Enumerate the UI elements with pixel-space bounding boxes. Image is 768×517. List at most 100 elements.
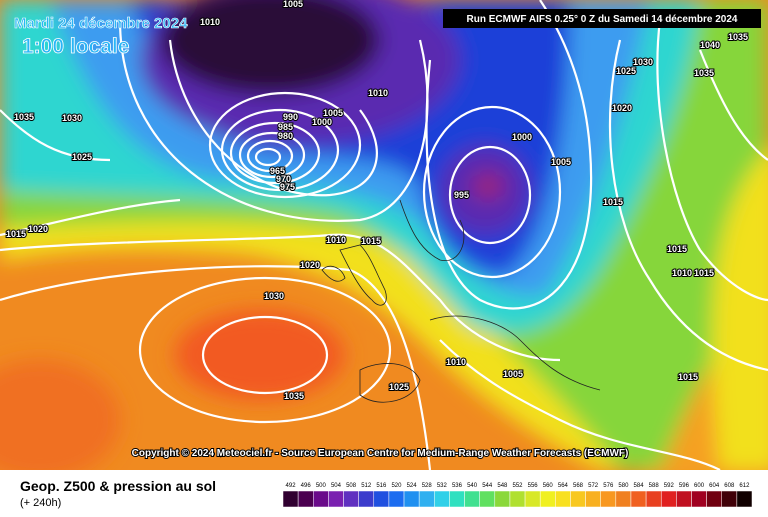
scale-label: 560 (543, 483, 554, 489)
scale-swatch (721, 490, 738, 508)
scale-label: 584 (634, 483, 645, 489)
scale-swatch (343, 490, 359, 508)
scale-swatch (464, 490, 480, 508)
isobar-label: 1035 (694, 68, 714, 78)
scale-swatch (676, 490, 692, 508)
scale-label: 532 (437, 483, 448, 489)
scale-label: 540 (467, 483, 478, 489)
isobar-label: 1005 (283, 0, 303, 9)
isobar-label: 1015 (694, 268, 714, 278)
scale-swatch (585, 490, 601, 508)
isobar-label: 1000 (312, 117, 332, 127)
scale-swatch (736, 490, 753, 508)
isobar-label: 1000 (512, 132, 532, 142)
scale-swatch (434, 490, 450, 508)
scale-label: 496 (301, 483, 312, 489)
run-box (443, 9, 761, 28)
isobar-label: 980 (278, 131, 293, 141)
scale-label: 552 (512, 483, 523, 489)
run-info: Run ECMWF AIFS 0.25° 0 Z du Samedi 14 dé… (467, 14, 738, 25)
scale-swatch (600, 490, 617, 508)
isobar-label: 1005 (323, 108, 343, 118)
isobar-label: 965 (270, 166, 285, 176)
scale-swatch (555, 490, 571, 508)
isobar-label: 1015 (603, 197, 623, 207)
isobar-label: 1025 (389, 382, 409, 392)
scale-swatch (645, 490, 662, 508)
scale-swatch (403, 490, 420, 508)
scale-label: 524 (407, 483, 418, 489)
scale-label: 580 (618, 483, 629, 489)
isobar-label: 975 (280, 182, 295, 192)
scale-label: 564 (558, 483, 569, 489)
scale-label: 548 (497, 483, 508, 489)
isobar-label: 1035 (14, 112, 34, 122)
scale-swatch (660, 490, 677, 508)
isobar-label: 970 (276, 174, 291, 184)
scale-label: 528 (422, 483, 433, 489)
scale-swatch (494, 490, 511, 508)
field (0, 0, 768, 470)
scale-label: 588 (649, 483, 660, 489)
map-date: Mardi 24 décembre 2024 (14, 15, 188, 32)
isobar-label: 990 (283, 112, 298, 122)
scale-label: 492 (286, 483, 297, 489)
scale-swatch (449, 490, 465, 508)
scale-label: 568 (573, 483, 584, 489)
scale-swatch (358, 490, 375, 508)
legend-lead: (+ 240h) (20, 497, 61, 509)
scale-swatch (373, 490, 390, 508)
isobar-label: 1010 (672, 268, 692, 278)
scale-label: 608 (724, 483, 735, 489)
scale-swatch (479, 490, 496, 508)
isobar-label: 1020 (612, 103, 632, 113)
scale-swatch (630, 490, 647, 508)
scale-label: 544 (482, 483, 493, 489)
scale-swatch (691, 490, 707, 508)
scale-swatch (706, 490, 722, 508)
scale-swatch (509, 490, 526, 508)
isobar-label: 1025 (616, 66, 636, 76)
scale-label: 576 (603, 483, 614, 489)
scale-label: 596 (679, 483, 690, 489)
coastlines (321, 199, 601, 403)
scale-swatch (328, 490, 344, 508)
scale-swatch (282, 490, 299, 508)
isobar-label: 1010 (446, 357, 466, 367)
isobar-label: 1020 (300, 260, 320, 270)
isobar-label: 1040 (700, 40, 720, 50)
isobar-label: 1015 (361, 236, 381, 246)
scale-label: 536 (452, 483, 463, 489)
isobar-label: 1020 (28, 224, 48, 234)
scale-swatch (418, 490, 435, 508)
isobar-label: 995 (454, 190, 469, 200)
isobar-label: 1005 (551, 157, 571, 167)
map-time: 1:00 locale (22, 35, 129, 58)
isobar-label: 1030 (264, 291, 284, 301)
scale-label: 600 (694, 483, 705, 489)
scale-swatch (297, 490, 314, 508)
scale-swatch (615, 490, 632, 508)
legend-title: Geop. Z500 & pression au sol (20, 478, 216, 494)
scale-label: 520 (391, 483, 402, 489)
scale-label: 592 (664, 483, 675, 489)
isobar-label: 985 (278, 122, 293, 132)
isobar-label: 1010 (326, 235, 346, 245)
scale-swatch (524, 490, 541, 508)
isobar-label: 1010 (368, 88, 388, 98)
isobar-label: 1015 (6, 229, 26, 239)
isobar-label: 1030 (633, 57, 653, 67)
scale-label: 556 (528, 483, 539, 489)
scale-swatch (313, 490, 329, 508)
scale-label: 500 (316, 483, 327, 489)
isobar-label: 1025 (72, 152, 92, 162)
isobar-label: 1015 (667, 244, 687, 254)
scale-label: 604 (709, 483, 720, 489)
isobar-label: 1035 (284, 391, 304, 401)
isobar-label: 1005 (503, 369, 523, 379)
scale-label: 612 (739, 483, 750, 489)
copyright: Copyright © 2024 Meteociel.fr - Source E… (132, 448, 629, 459)
scale-label: 508 (346, 483, 357, 489)
isobar-label: 1015 (678, 372, 698, 382)
